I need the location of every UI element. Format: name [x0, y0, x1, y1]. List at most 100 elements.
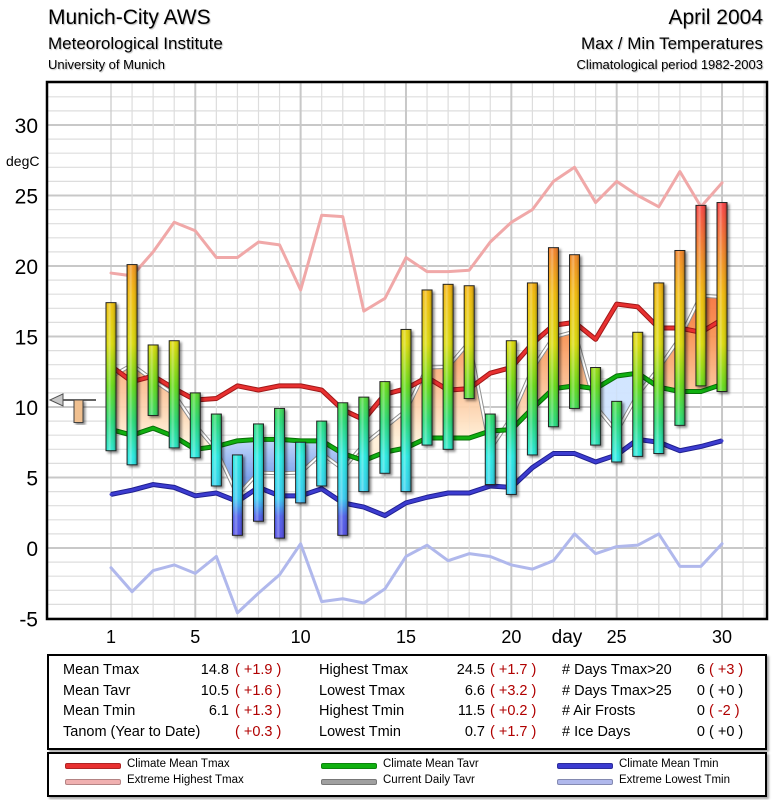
legend-swatch: [65, 779, 121, 785]
y-tick-label: 20: [15, 256, 38, 279]
legend-label: Climate Mean Tmax: [127, 758, 230, 770]
daily-bar-day-11: [316, 420, 328, 487]
daily-bar-shine: [696, 205, 706, 386]
daily-bar-day-23: [569, 254, 581, 409]
daily-bar-day-19: [484, 413, 496, 486]
daily-bar-day-26: [632, 331, 644, 457]
daily-bar-shine: [527, 283, 537, 455]
stat-label: # Days Tmax>20: [562, 662, 672, 678]
chart-legend: Climate Mean Tmax Climate Mean Tavr Climat…: [47, 752, 767, 797]
daily-bar-shine: [317, 421, 327, 486]
stat-anomaly: ( +0.2 ): [490, 703, 537, 719]
daily-bar-day-5: [189, 392, 201, 459]
daily-bar-day-2: [126, 264, 138, 466]
stat-label: # Air Frosts: [562, 703, 636, 719]
daily-bars: [105, 202, 728, 539]
x-axis-label: day: [552, 627, 583, 648]
stat-value: 14.8: [200, 662, 229, 678]
daily-bar-shine: [380, 382, 390, 473]
stat-value: 6.1: [208, 703, 229, 719]
stat-anomaly: ( +3 ): [709, 662, 744, 678]
stat-label: Lowest Tmax: [319, 682, 405, 699]
daily-bar-shine: [359, 397, 369, 492]
daily-bar-day-22: [547, 247, 559, 428]
institute-title: Meteorological Institute: [48, 34, 223, 53]
stat-anomaly: ( +1.7 ): [490, 723, 537, 740]
daily-bar-day-10: [295, 441, 307, 504]
daily-bar-shine: [401, 329, 411, 492]
daily-bar-day-24: [590, 367, 602, 446]
daily-bar-shine: [591, 368, 601, 445]
daily-bar-shine: [148, 345, 158, 415]
x-tick-label: 30: [712, 627, 732, 647]
stat-label: Highest Tmin: [319, 703, 405, 719]
stat-value: 6: [696, 662, 705, 678]
x-axis-ticks: 1 5 10 15 20 25 30: [106, 627, 732, 647]
daily-bar-shine: [485, 414, 495, 485]
x-tick-label: 20: [501, 627, 521, 647]
monthly-mean-arrow-icon: [48, 393, 64, 407]
legend-label: Climate Mean Tmin: [619, 758, 719, 770]
daily-bar-shine: [675, 250, 685, 425]
legend-label: Extreme Lowest Tmin: [619, 774, 730, 786]
daily-bar-shine: [296, 442, 306, 503]
stat-anomaly: ( +1.3 ): [235, 703, 282, 719]
stat-label: Tanom (Year to Date): [63, 723, 201, 740]
stat-label: Lowest Tmin: [319, 723, 401, 740]
daily-bar-shine: [654, 283, 664, 454]
daily-bar-day-18: [463, 285, 475, 400]
stat-anomaly: ( +0 ): [709, 682, 744, 699]
daily-bar-day-29: [695, 204, 707, 387]
daily-bar-shine: [338, 403, 348, 535]
y-tick-label: 30: [15, 115, 38, 138]
daily-bar-day-20: [505, 340, 517, 495]
daily-bar-shine: [612, 401, 622, 462]
y-tick-label: 0: [26, 538, 38, 561]
daily-bar-shine: [633, 332, 643, 456]
stat-value: 24.5: [456, 662, 485, 678]
daily-bar-shine: [190, 393, 200, 458]
daily-bar-shine: [570, 255, 580, 408]
daily-bar-day-16: [421, 289, 433, 446]
legend-label: Climate Mean Tavr: [383, 758, 479, 770]
extreme-highest-tmax-line: [109, 165, 724, 313]
extreme-lowest-tmin-line: [109, 532, 724, 615]
daily-bar-shine: [548, 248, 558, 427]
stat-anomaly: ( +0 ): [709, 723, 744, 740]
legend-label: Current Daily Tavr: [383, 774, 475, 786]
stat-label: # Days Tmax>25: [562, 682, 672, 699]
daily-bar-day-8: [252, 423, 264, 522]
x-tick-label: 10: [291, 627, 311, 647]
stat-label: # Ice Days: [562, 723, 631, 740]
stat-label: Highest Tmax: [319, 662, 409, 678]
daily-bar-shine: [232, 455, 242, 535]
legend-swatch: [557, 779, 613, 785]
daily-bar-shine: [443, 284, 453, 449]
daily-bar-day-9: [274, 407, 286, 539]
daily-bar-shine: [169, 341, 179, 448]
stat-anomaly: ( +1.9 ): [235, 662, 282, 678]
climate-mean-tmax-line: [109, 302, 724, 422]
stat-label: Mean Tmin: [63, 703, 136, 719]
daily-bar-shine: [422, 290, 432, 445]
climatological-period: Climatological period 1982-2003: [576, 57, 763, 72]
daily-bar-day-1: [105, 302, 117, 452]
daily-bar-day-25: [611, 400, 623, 463]
daily-bar-shine: [275, 408, 285, 538]
y-axis-ticks: -5 0 5 10 15 20 25 30: [15, 115, 38, 632]
stat-anomaly: ( +3.2 ): [490, 682, 537, 699]
university-title: University of Munich: [48, 57, 166, 72]
legend-swatch: [65, 763, 121, 769]
month-title: April 2004: [668, 6, 763, 29]
daily-bar-shine: [211, 414, 221, 486]
stat-anomaly: ( +1.6 ): [235, 682, 282, 699]
stat-value: 10.5: [200, 682, 229, 699]
monthly-anomaly-bar: [73, 399, 84, 424]
statistics-panel: Mean Tmax 14.8 ( +1.9 ) Mean Tavr 10.5 ( +1.6…: [47, 654, 767, 750]
stat-label: Mean Tavr: [63, 682, 131, 699]
daily-bar-shine: [253, 424, 263, 521]
stat-anomaly: ( +0.3 ): [235, 723, 282, 740]
daily-bar-day-15: [400, 328, 412, 493]
stat-value: 0.7: [464, 723, 485, 740]
stat-label: Mean Tmax: [63, 662, 140, 678]
